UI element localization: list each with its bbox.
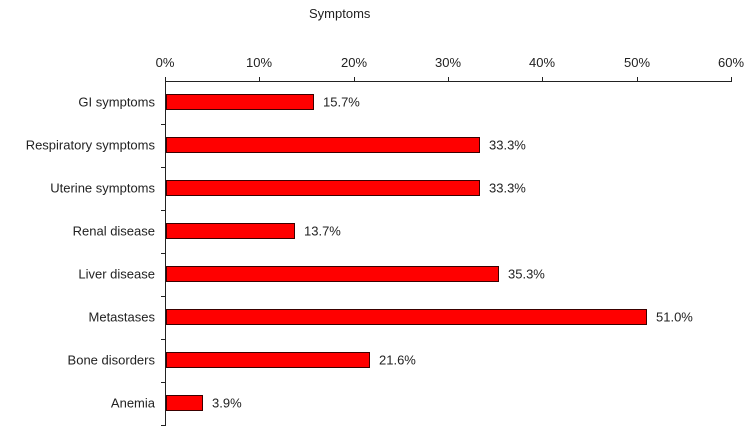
y-tick	[161, 382, 166, 383]
y-tick	[161, 167, 166, 168]
bar	[166, 352, 370, 368]
value-label: 21.6%	[379, 352, 416, 368]
x-tick	[165, 77, 166, 82]
category-label: Liver disease	[78, 266, 155, 282]
chart-title-text: Symptoms	[309, 6, 371, 21]
bar	[166, 266, 499, 282]
value-label: 33.3%	[489, 180, 526, 196]
y-axis-line	[165, 77, 166, 425]
category-label: Anemia	[110, 395, 155, 411]
x-tick-label: 40%	[528, 55, 556, 70]
category-label: Metastases	[88, 309, 155, 325]
value-label: 13.7%	[304, 223, 341, 239]
category-label: GI symptoms	[78, 94, 155, 110]
x-tick	[637, 77, 638, 82]
x-tick-label: 50%	[623, 55, 651, 70]
value-label: 3.9%	[212, 395, 242, 411]
category-label: Renal disease	[72, 223, 155, 239]
y-tick	[161, 296, 166, 297]
y-tick	[161, 253, 166, 254]
bar	[166, 223, 295, 239]
x-tick	[259, 77, 260, 82]
x-tick-label: 20%	[340, 55, 368, 70]
y-tick	[161, 210, 166, 211]
y-tick	[161, 339, 166, 340]
x-tick-label: 10%	[245, 55, 273, 70]
bar	[166, 395, 203, 411]
x-tick-label: 60%	[717, 55, 745, 70]
bar	[166, 137, 480, 153]
x-tick	[731, 77, 732, 82]
value-label: 51.0%	[656, 309, 693, 325]
category-label: Bone disorders	[67, 352, 155, 368]
value-label: 35.3%	[508, 266, 545, 282]
y-tick	[161, 124, 166, 125]
category-label: Uterine symptoms	[50, 180, 155, 196]
value-label: 33.3%	[489, 137, 526, 153]
bar	[166, 180, 480, 196]
bar	[166, 309, 647, 325]
x-tick	[354, 77, 355, 82]
bar	[166, 94, 314, 110]
x-tick	[542, 77, 543, 82]
category-label: Respiratory symptoms	[25, 137, 155, 153]
x-tick	[448, 77, 449, 82]
x-tick-label: 0%	[155, 55, 175, 70]
value-label: 15.7%	[323, 94, 360, 110]
x-tick-label: 30%	[434, 55, 462, 70]
